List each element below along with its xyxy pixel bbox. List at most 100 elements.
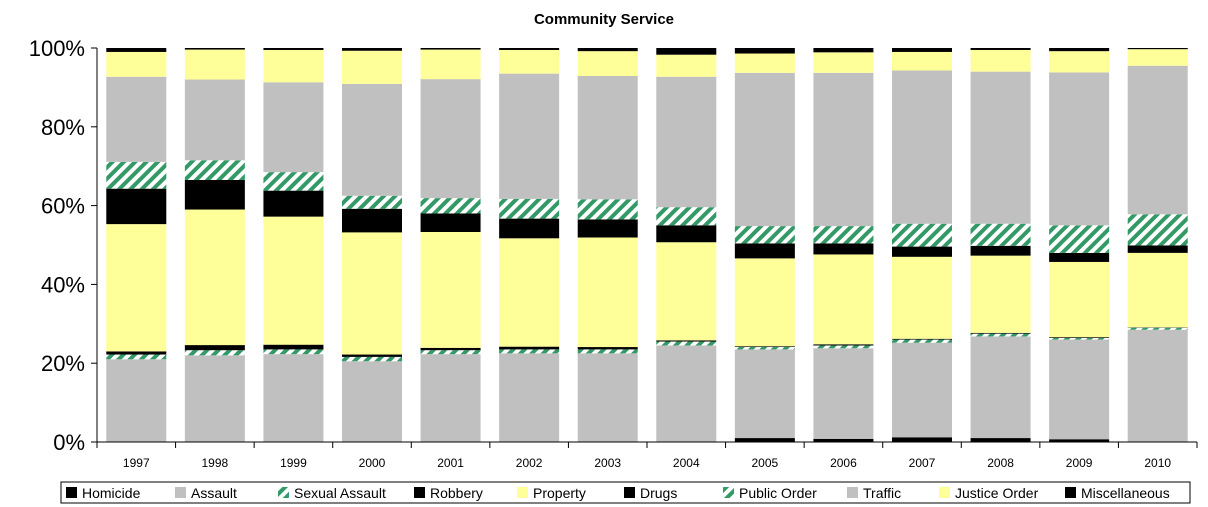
bar-assault-1998 bbox=[184, 355, 245, 442]
bar-miscellaneous-2007 bbox=[892, 48, 952, 52]
bar-traffic-2002 bbox=[499, 73, 560, 199]
bar-traffic-2008 bbox=[970, 71, 1031, 224]
legend-label-miscellaneous: Miscellaneous bbox=[1081, 485, 1170, 501]
bar-public-order-1998 bbox=[184, 160, 245, 180]
bar-justice-order-2007 bbox=[892, 51, 952, 71]
bar-miscellaneous-2008 bbox=[970, 48, 1031, 50]
bar-drugs-2007 bbox=[892, 246, 952, 257]
y-tick-label: 0% bbox=[53, 430, 85, 455]
bar-property-2001 bbox=[420, 232, 481, 348]
legend-swatch-robbery bbox=[414, 487, 425, 498]
bar-drugs-2004 bbox=[656, 225, 717, 243]
bar-sexual-assault-2009 bbox=[1049, 337, 1110, 340]
legend-label-property: Property bbox=[533, 485, 586, 501]
bar-sexual-assault-1999 bbox=[263, 349, 324, 355]
bar-assault-2009 bbox=[1049, 339, 1110, 440]
bar-miscellaneous-2002 bbox=[499, 48, 560, 50]
bar-property-2000 bbox=[342, 232, 402, 355]
bar-public-order-1999 bbox=[263, 172, 324, 191]
x-axis: 1997 1998 1999 2000 2001 2002 2003 2004 2005 2006… bbox=[96, 441, 1198, 470]
bar-property-2003 bbox=[577, 237, 638, 348]
bar-traffic-1997 bbox=[106, 76, 167, 162]
bar-miscellaneous-1999 bbox=[263, 48, 324, 50]
bar-sexual-assault-2002 bbox=[499, 349, 560, 354]
bar-sexual-assault-2008 bbox=[970, 333, 1031, 337]
bar-public-order-2010 bbox=[1127, 214, 1188, 246]
bar-sexual-assault-1998 bbox=[184, 350, 245, 356]
bar-drugs-1997 bbox=[106, 188, 167, 225]
bar-traffic-2004 bbox=[656, 76, 717, 208]
bar-traffic-2010 bbox=[1127, 65, 1188, 215]
bar-miscellaneous-2006 bbox=[813, 48, 874, 53]
bar-assault-1999 bbox=[263, 354, 324, 442]
bar-justice-order-1997 bbox=[106, 51, 167, 77]
bar-drugs-1998 bbox=[184, 179, 245, 210]
bar-property-2002 bbox=[499, 238, 560, 347]
bar-drugs-2008 bbox=[970, 245, 1031, 256]
legend-swatch-assault bbox=[175, 487, 186, 498]
bar-traffic-2003 bbox=[577, 75, 638, 200]
bar-homicide-2005 bbox=[734, 438, 795, 442]
bar-robbery-1997 bbox=[106, 351, 167, 355]
bar-public-order-2008 bbox=[970, 223, 1031, 246]
legend: Homicide Assault Sexual Assault Robbery Prop… bbox=[60, 481, 1191, 504]
bar-traffic-1998 bbox=[184, 79, 245, 161]
y-tick-label: 60% bbox=[41, 194, 85, 219]
bar-property-2004 bbox=[656, 242, 717, 341]
bar-homicide-2007 bbox=[892, 437, 952, 442]
legend-swatch-homicide bbox=[66, 487, 77, 498]
bar-drugs-2009 bbox=[1049, 252, 1110, 262]
bar-justice-order-2006 bbox=[813, 52, 874, 73]
bar-drugs-2006 bbox=[813, 243, 874, 255]
chart-title: Community Service bbox=[534, 11, 674, 28]
bar-property-2010 bbox=[1127, 252, 1188, 328]
bar-public-order-2006 bbox=[813, 226, 874, 244]
bar-sexual-assault-2006 bbox=[813, 345, 874, 349]
bar-traffic-2006 bbox=[813, 72, 874, 227]
legend-label-public-order: Public Order bbox=[739, 485, 817, 501]
bar-property-1999 bbox=[263, 216, 324, 345]
bar-drugs-2003 bbox=[577, 219, 638, 238]
bar-assault-2010 bbox=[1127, 329, 1188, 442]
bar-miscellaneous-2009 bbox=[1049, 48, 1110, 52]
bar-robbery-1998 bbox=[184, 345, 245, 351]
bar-robbery-2008 bbox=[970, 332, 1031, 334]
bar-assault-2001 bbox=[420, 354, 481, 442]
bar-miscellaneous-2003 bbox=[577, 48, 638, 52]
bar-drugs-2005 bbox=[734, 243, 795, 259]
x-tick-label: 2004 bbox=[673, 456, 700, 470]
bar-miscellaneous-2001 bbox=[420, 48, 481, 50]
bar-traffic-2009 bbox=[1049, 72, 1110, 226]
bar-drugs-2002 bbox=[499, 218, 560, 239]
bar-sexual-assault-2005 bbox=[734, 347, 795, 350]
x-tick-label: 2009 bbox=[1066, 456, 1093, 470]
bar-assault-2006 bbox=[813, 348, 874, 439]
bar-sexual-assault-2010 bbox=[1127, 327, 1188, 330]
bar-assault-2000 bbox=[342, 361, 402, 442]
bar-property-2007 bbox=[892, 256, 952, 339]
bar-property-2005 bbox=[734, 258, 795, 347]
bar-robbery-2003 bbox=[577, 347, 638, 350]
bar-robbery-2006 bbox=[813, 344, 874, 346]
bar-justice-order-2003 bbox=[577, 51, 638, 76]
bar-homicide-2009 bbox=[1049, 439, 1110, 442]
bar-drugs-1999 bbox=[263, 190, 324, 217]
bar-assault-2004 bbox=[656, 345, 717, 442]
x-tick-label: 2002 bbox=[516, 456, 543, 470]
bar-sexual-assault-2004 bbox=[656, 341, 717, 346]
bar-robbery-2005 bbox=[734, 346, 795, 348]
bar-traffic-2005 bbox=[734, 72, 795, 227]
plot-area bbox=[106, 48, 1188, 442]
y-axis: 0% 20% 40% 60% 80% 100% bbox=[29, 36, 98, 455]
legend-swatch-drugs bbox=[624, 487, 635, 498]
bar-robbery-2009 bbox=[1049, 337, 1110, 338]
x-tick-label: 2003 bbox=[594, 456, 621, 470]
bar-drugs-2000 bbox=[342, 208, 402, 233]
bar-sexual-assault-2000 bbox=[342, 356, 402, 362]
bar-traffic-2007 bbox=[892, 70, 952, 224]
bar-public-order-1997 bbox=[106, 161, 167, 189]
bar-drugs-2001 bbox=[420, 213, 481, 232]
bar-property-2006 bbox=[813, 254, 874, 345]
bar-miscellaneous-2000 bbox=[342, 48, 402, 51]
